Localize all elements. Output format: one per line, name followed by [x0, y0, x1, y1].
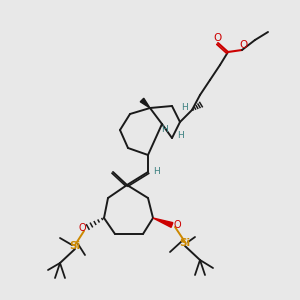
Text: Si: Si	[69, 241, 81, 251]
Text: Si: Si	[179, 238, 191, 248]
Text: O: O	[78, 223, 86, 233]
Text: H: H	[177, 131, 183, 140]
Text: H: H	[181, 103, 188, 112]
Text: O: O	[213, 33, 221, 43]
Text: O: O	[173, 220, 181, 230]
Text: H: H	[153, 167, 159, 176]
Polygon shape	[140, 98, 150, 108]
Text: O: O	[239, 40, 247, 50]
Text: H: H	[162, 125, 168, 134]
Polygon shape	[153, 218, 173, 227]
